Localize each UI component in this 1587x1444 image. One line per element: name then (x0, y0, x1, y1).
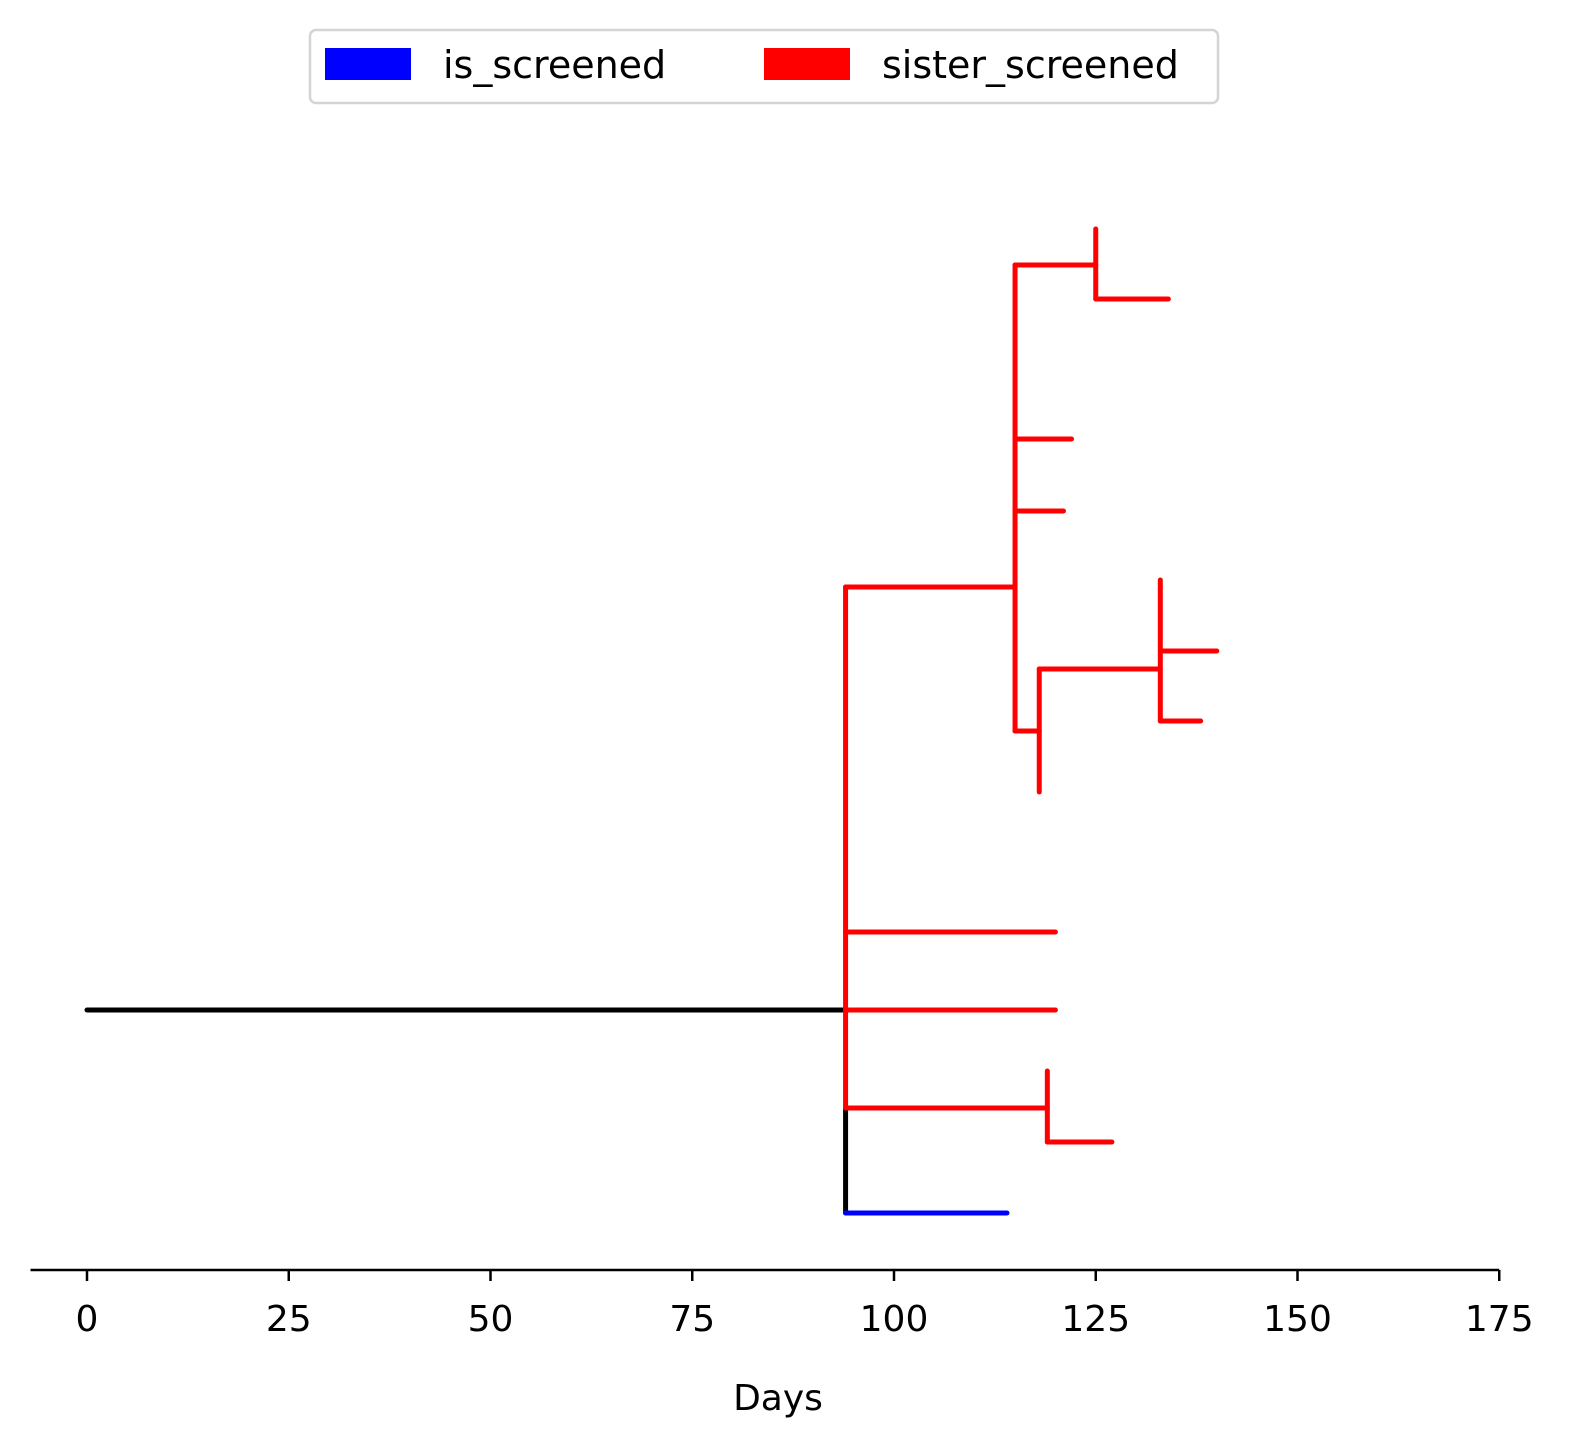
plot-area (84, 226, 1220, 1216)
x-tick-label-75: 75 (669, 1299, 715, 1340)
legend-swatch-is_screened (325, 48, 411, 80)
x-tick-label-150: 150 (1263, 1299, 1332, 1340)
x-tick-label-175: 175 (1465, 1299, 1534, 1340)
legend-swatch-sister_screened (764, 48, 850, 80)
x-tick-label-100: 100 (860, 1299, 929, 1340)
x-tick-label-50: 50 (468, 1299, 514, 1340)
x-axis-label: Days (733, 1378, 823, 1419)
legend-label-sister_screened: sister_screened (882, 43, 1179, 87)
x-tick-label-125: 125 (1061, 1299, 1130, 1340)
x-tick-label-0: 0 (76, 1299, 99, 1340)
x-tick-label-25: 25 (266, 1299, 312, 1340)
x-axis: 0 25 50 75 100 125 150 175 (30, 1268, 1534, 1340)
legend: is_screened sister_screened (308, 28, 1220, 105)
legend-label-is_screened: is_screened (443, 43, 666, 87)
